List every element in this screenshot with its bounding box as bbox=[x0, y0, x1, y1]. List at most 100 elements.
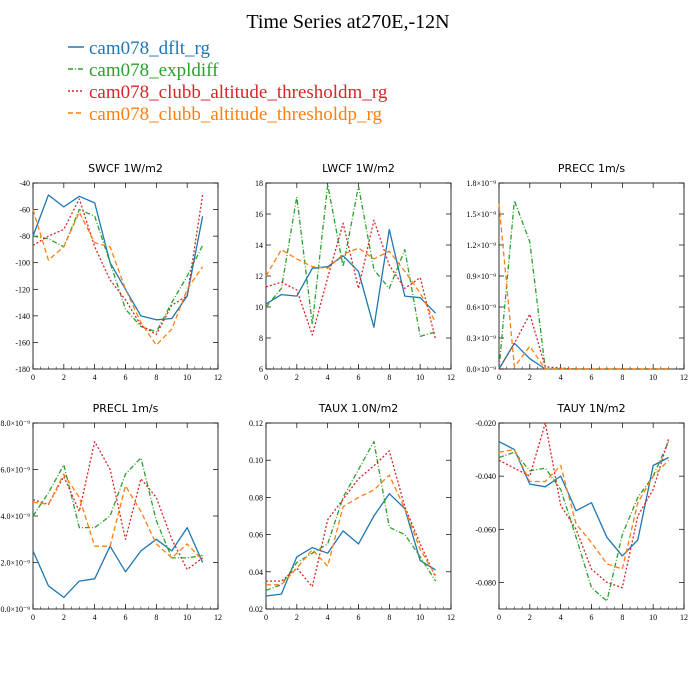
series-line bbox=[498, 203, 669, 370]
y-tick-label: 14 bbox=[255, 241, 263, 250]
y-tick-label: -0.020 bbox=[475, 419, 496, 428]
series-line bbox=[498, 199, 669, 370]
y-tick-label: 0.10 bbox=[249, 456, 263, 465]
y-tick-label: -0.060 bbox=[475, 525, 496, 534]
panel-title: PRECL 1m/s bbox=[93, 402, 159, 415]
y-tick-label: 10 bbox=[255, 303, 263, 312]
y-tick-label: 0.08 bbox=[249, 493, 263, 502]
x-tick-label: 10 bbox=[649, 373, 657, 382]
panel-title: TAUY 1N/m2 bbox=[556, 402, 625, 415]
series-line bbox=[498, 422, 670, 589]
series-line bbox=[32, 209, 204, 346]
x-tick-label: 0 bbox=[264, 613, 268, 622]
y-tick-label: 6 bbox=[259, 365, 263, 374]
series-line bbox=[32, 526, 204, 599]
x-tick-label: 12 bbox=[680, 373, 688, 382]
series-line bbox=[498, 441, 669, 557]
y-tick-label: 0.06 bbox=[249, 531, 263, 540]
figure-title: Time Series at270E,-12N bbox=[246, 11, 449, 33]
y-tick-label: -0.040 bbox=[475, 472, 496, 481]
y-tick-label: 1.8×10⁻⁹ bbox=[466, 179, 496, 188]
x-tick-label: 0 bbox=[31, 613, 35, 622]
series-line bbox=[265, 440, 437, 592]
x-tick-label: 8 bbox=[387, 373, 391, 382]
y-tick-label: 0.02 bbox=[249, 605, 263, 614]
y-tick-label: 0.3×10⁻⁹ bbox=[466, 334, 496, 343]
y-tick-label: -40 bbox=[19, 179, 30, 188]
series-line bbox=[265, 219, 437, 340]
series-line bbox=[32, 194, 204, 336]
chart-panel: SWCF 1W/m2 0 2 4 6 8 10 12 -180 -160 -140 -120 -100 -… bbox=[15, 162, 222, 382]
x-tick-label: 8 bbox=[620, 613, 624, 622]
series-line bbox=[266, 450, 437, 588]
series-line bbox=[498, 448, 670, 570]
x-tick-label: 6 bbox=[357, 613, 361, 622]
chart-panel: PRECC 1m/s 0 2 4 6 8 10 12 0.0×10⁻⁹ 0.3×10⁻⁹ 0.6×1… bbox=[466, 162, 688, 382]
x-tick-label: 12 bbox=[214, 373, 222, 382]
x-tick-label: 10 bbox=[183, 613, 191, 622]
y-tick-label: -0.080 bbox=[475, 578, 496, 587]
x-tick-label: 0 bbox=[497, 373, 501, 382]
x-tick-label: 2 bbox=[528, 613, 532, 622]
chart-panel: TAUX 1.0N/m2 0 2 4 6 8 10 12 0.02 0.04 0.06 0.08 0.1… bbox=[249, 402, 455, 622]
y-tick-label: -100 bbox=[15, 259, 30, 268]
series-line bbox=[266, 474, 437, 586]
x-tick-label: 2 bbox=[62, 613, 66, 622]
x-tick-label: 0 bbox=[31, 373, 35, 382]
x-tick-label: 6 bbox=[357, 373, 361, 382]
series-line bbox=[32, 194, 204, 321]
y-tick-label: -80 bbox=[19, 232, 30, 241]
y-tick-label: -180 bbox=[15, 365, 30, 374]
legend-item: cam078_dflt_rg bbox=[68, 38, 211, 59]
series-line bbox=[32, 473, 204, 561]
y-tick-label: 1.2×10⁻⁹ bbox=[466, 241, 496, 250]
legend-item: cam078_expldiff bbox=[68, 60, 219, 81]
y-tick-label: 0.9×10⁻⁹ bbox=[466, 272, 496, 281]
axes-frame bbox=[265, 182, 452, 370]
x-tick-label: 10 bbox=[416, 613, 424, 622]
x-tick-label: 4 bbox=[93, 613, 97, 622]
x-tick-label: 8 bbox=[620, 373, 624, 382]
x-tick-label: 6 bbox=[590, 373, 594, 382]
x-tick-label: 12 bbox=[447, 613, 455, 622]
panel-title: PRECC 1m/s bbox=[558, 162, 626, 175]
y-tick-label: 18 bbox=[255, 179, 263, 188]
x-tick-label: 4 bbox=[326, 613, 330, 622]
series-line bbox=[265, 247, 437, 323]
x-tick-label: 10 bbox=[183, 373, 191, 382]
y-tick-label: 0.04 bbox=[249, 568, 263, 577]
panel-title: SWCF 1W/m2 bbox=[88, 162, 163, 175]
x-tick-label: 2 bbox=[528, 373, 532, 382]
x-tick-label: 12 bbox=[680, 613, 688, 622]
axes-frame bbox=[498, 422, 685, 610]
legend-item: cam078_clubb_altitude_thresholdm_rg bbox=[68, 82, 388, 103]
chart-panel: PRECL 1m/s 0 2 4 6 8 10 12 0.0×10⁻⁹ 2.0×10⁻⁹ 4.0×1… bbox=[0, 402, 222, 622]
legend-item: cam078_clubb_altitude_thresholdp_rg bbox=[68, 104, 383, 125]
series-line bbox=[498, 441, 670, 602]
x-tick-label: 6 bbox=[124, 373, 128, 382]
x-tick-label: 4 bbox=[559, 373, 563, 382]
x-tick-label: 4 bbox=[559, 613, 563, 622]
y-tick-label: -120 bbox=[15, 285, 30, 294]
panels: SWCF 1W/m2 0 2 4 6 8 10 12 -180 -160 -140 -120 -100 -… bbox=[0, 162, 688, 622]
series-line bbox=[32, 208, 204, 333]
x-tick-label: 6 bbox=[124, 613, 128, 622]
series-line bbox=[498, 313, 669, 370]
x-tick-label: 10 bbox=[649, 613, 657, 622]
panel-title: LWCF 1W/m2 bbox=[322, 162, 395, 175]
series-line bbox=[265, 228, 437, 328]
axes-frame bbox=[32, 422, 219, 610]
legend-label: cam078_expldiff bbox=[89, 60, 219, 81]
series-line bbox=[265, 493, 436, 597]
series-line bbox=[32, 457, 203, 559]
y-tick-label: 2.0×10⁻⁹ bbox=[0, 559, 30, 568]
y-tick-label: 8 bbox=[259, 334, 263, 343]
panel-title: TAUX 1.0N/m2 bbox=[318, 402, 399, 415]
legend-label: cam078_clubb_altitude_thresholdm_rg bbox=[89, 82, 388, 103]
x-tick-label: 12 bbox=[214, 613, 222, 622]
y-tick-label: 0.12 bbox=[249, 419, 263, 428]
series-line bbox=[32, 440, 203, 571]
y-tick-label: 0.6×10⁻⁹ bbox=[466, 303, 496, 312]
y-tick-label: 0.0×10⁻⁹ bbox=[466, 365, 496, 374]
